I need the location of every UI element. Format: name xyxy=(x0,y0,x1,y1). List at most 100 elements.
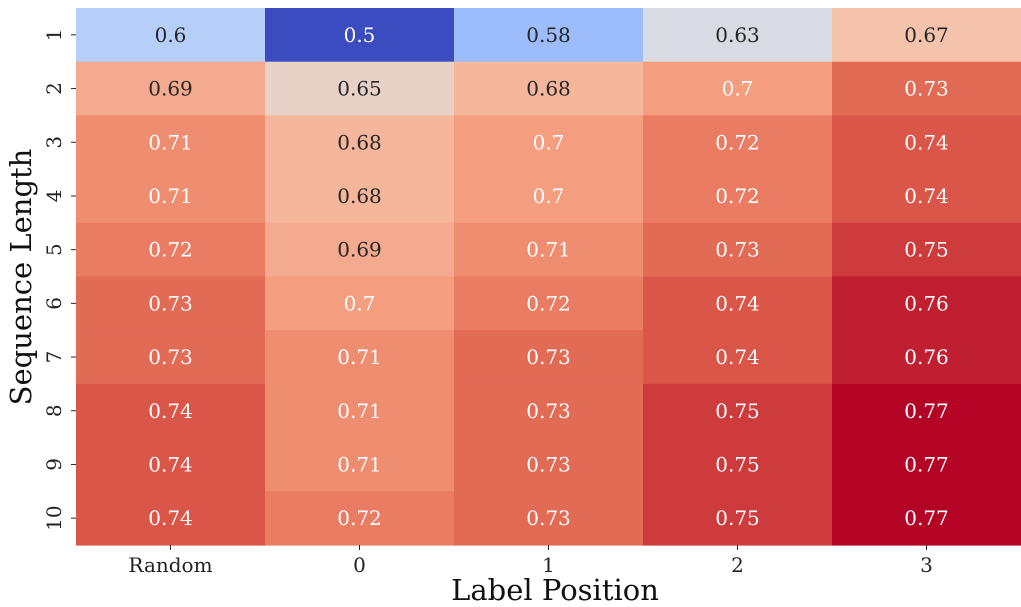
cell-value-label: 0.63 xyxy=(715,23,760,47)
cell-value-label: 0.67 xyxy=(904,23,949,47)
x-tick-label: 2 xyxy=(731,553,744,577)
heatmap-cell xyxy=(643,169,833,224)
heatmap-cell xyxy=(832,276,1021,331)
cell-value-label: 0.73 xyxy=(526,506,571,530)
heatmap-cell xyxy=(832,61,1021,116)
y-tick-label: 8 xyxy=(42,404,66,417)
cell-value-label: 0.71 xyxy=(337,399,382,423)
y-tick-label: 9 xyxy=(42,458,66,471)
cell-value-label: 0.74 xyxy=(715,291,760,315)
cell-value-label: 0.58 xyxy=(526,23,571,47)
cell-value-label: 0.72 xyxy=(715,130,760,154)
cell-value-label: 0.72 xyxy=(715,184,760,208)
cell-value-label: 0.7 xyxy=(722,77,754,101)
x-tick-label: Random xyxy=(128,553,212,577)
heatmap-cell xyxy=(643,8,833,63)
cell-value-label: 0.7 xyxy=(344,291,376,315)
heatmap-cell xyxy=(643,115,833,170)
cell-value-label: 0.7 xyxy=(533,184,565,208)
cell-value-label: 0.74 xyxy=(715,345,760,369)
cell-value-label: 0.68 xyxy=(337,184,382,208)
cell-value-label: 0.73 xyxy=(715,238,760,262)
y-tick-label: 1 xyxy=(42,28,66,41)
heatmap-cell xyxy=(76,330,266,385)
heatmap-cell xyxy=(76,491,266,546)
heatmap-cell xyxy=(76,169,266,224)
heatmap-cell xyxy=(454,437,644,492)
cell-value-label: 0.6 xyxy=(155,23,187,47)
y-tick-labels: 1 2 3 4 5 6 7 8 9 10 xyxy=(42,28,76,531)
heatmap-cell xyxy=(265,437,455,492)
heatmap-cell xyxy=(265,115,455,170)
cell-value-label: 0.73 xyxy=(148,291,193,315)
x-tick-labels: Random 0 1 2 3 xyxy=(128,545,933,577)
heatmap-cell xyxy=(454,276,644,331)
y-tick-label: 3 xyxy=(42,136,66,149)
cell-value-label: 0.69 xyxy=(337,238,382,262)
cell-value-label: 0.76 xyxy=(904,345,949,369)
heatmap-cell xyxy=(265,222,455,278)
heatmap-cell xyxy=(454,61,644,116)
cell-value-label: 0.74 xyxy=(148,452,193,476)
heatmap-cell xyxy=(643,222,833,278)
y-axis-label: Sequence Length xyxy=(4,149,38,406)
cell-value-label: 0.75 xyxy=(715,506,760,530)
heatmap-cell xyxy=(643,330,833,385)
heatmap-cell xyxy=(832,222,1021,278)
heatmap-cell xyxy=(643,383,833,439)
heatmap-cell xyxy=(76,437,266,492)
cell-value-label: 0.76 xyxy=(904,291,949,315)
heatmap-cell xyxy=(76,115,266,170)
heatmap-cell xyxy=(454,222,644,278)
cell-value-label: 0.71 xyxy=(337,452,382,476)
heatmap-cell xyxy=(76,8,266,63)
y-tick-label: 2 xyxy=(42,82,66,95)
heatmap-cell xyxy=(832,115,1021,170)
cell-value-label: 0.71 xyxy=(148,184,193,208)
cell-value-label: 0.73 xyxy=(526,452,571,476)
cell-value-label: 0.68 xyxy=(526,77,571,101)
heatmap-cell xyxy=(832,437,1021,492)
cell-value-label: 0.5 xyxy=(344,23,376,47)
cell-annotations: 0.6 0.5 0.58 0.63 0.67 0.69 0.65 0.68 0.7 0.73 0.7… xyxy=(148,23,949,530)
cell-value-label: 0.74 xyxy=(148,399,193,423)
x-axis-label: Label Position xyxy=(451,573,659,607)
cell-value-label: 0.77 xyxy=(904,506,949,530)
heatmap-cell xyxy=(643,437,833,492)
heatmap-cell xyxy=(76,61,266,116)
cell-value-label: 0.73 xyxy=(526,399,571,423)
cell-value-label: 0.71 xyxy=(526,238,571,262)
cell-value-label: 0.71 xyxy=(148,130,193,154)
y-tick-label: 5 xyxy=(42,243,66,256)
heatmap-cell xyxy=(265,330,455,385)
cell-value-label: 0.77 xyxy=(904,452,949,476)
heatmap-cell xyxy=(454,8,644,63)
heatmap-cell xyxy=(76,276,266,331)
cell-value-label: 0.72 xyxy=(526,291,571,315)
cell-value-label: 0.68 xyxy=(337,130,382,154)
cell-value-label: 0.73 xyxy=(904,77,949,101)
heatmap-cell xyxy=(832,169,1021,224)
x-tick-label: 3 xyxy=(920,553,933,577)
heatmap-cell xyxy=(454,330,644,385)
cell-value-label: 0.74 xyxy=(904,184,949,208)
heatmap-cell xyxy=(832,330,1021,385)
heatmap-cell xyxy=(265,61,455,116)
y-tick-label: 7 xyxy=(42,351,66,364)
y-tick-label: 4 xyxy=(42,190,66,203)
cell-value-label: 0.75 xyxy=(904,238,949,262)
cell-value-label: 0.74 xyxy=(904,130,949,154)
heatmap-cell xyxy=(454,115,644,170)
x-tick-label: 0 xyxy=(353,553,366,577)
cell-value-label: 0.7 xyxy=(533,130,565,154)
cell-value-label: 0.74 xyxy=(148,506,193,530)
cell-value-label: 0.75 xyxy=(715,452,760,476)
heatmap-cell xyxy=(454,383,644,439)
heatmap-cell xyxy=(832,491,1021,546)
cell-value-label: 0.71 xyxy=(337,345,382,369)
heatmap-cell xyxy=(265,491,455,546)
y-tick-label: 10 xyxy=(42,505,66,530)
heatmap-cell xyxy=(76,383,266,439)
